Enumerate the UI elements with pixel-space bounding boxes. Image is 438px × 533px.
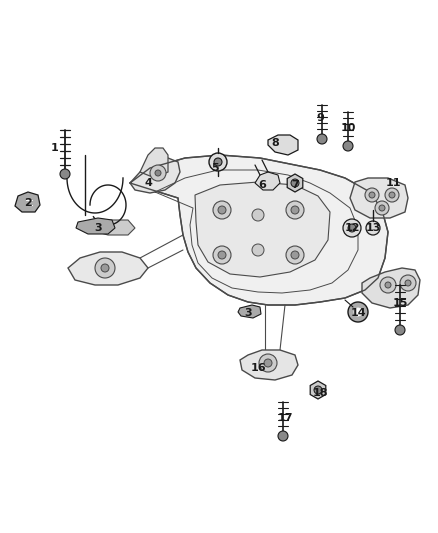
Circle shape — [343, 141, 353, 151]
Circle shape — [317, 134, 327, 144]
Text: 3: 3 — [244, 308, 252, 318]
Circle shape — [375, 201, 389, 215]
Text: 13: 13 — [365, 223, 381, 233]
Circle shape — [213, 246, 231, 264]
Circle shape — [95, 258, 115, 278]
Circle shape — [291, 251, 299, 259]
Polygon shape — [287, 174, 303, 192]
Circle shape — [400, 275, 416, 291]
Polygon shape — [76, 218, 115, 234]
Text: 14: 14 — [350, 308, 366, 318]
Circle shape — [155, 170, 161, 176]
Text: 3: 3 — [94, 223, 102, 233]
Polygon shape — [90, 220, 135, 235]
Circle shape — [278, 431, 288, 441]
Circle shape — [264, 359, 272, 367]
Text: 9: 9 — [316, 113, 324, 123]
Circle shape — [209, 153, 227, 171]
Circle shape — [252, 209, 264, 221]
Text: 6: 6 — [258, 180, 266, 190]
Circle shape — [348, 302, 368, 322]
Circle shape — [101, 264, 109, 272]
Text: 16: 16 — [250, 363, 266, 373]
Circle shape — [366, 221, 380, 235]
Circle shape — [259, 354, 277, 372]
Circle shape — [218, 206, 226, 214]
Circle shape — [369, 192, 375, 198]
Polygon shape — [130, 158, 180, 193]
Text: 17: 17 — [277, 413, 293, 423]
Circle shape — [380, 277, 396, 293]
Polygon shape — [268, 135, 298, 155]
Text: 10: 10 — [340, 123, 356, 133]
Circle shape — [286, 246, 304, 264]
Circle shape — [150, 165, 166, 181]
Circle shape — [385, 188, 399, 202]
Polygon shape — [255, 172, 280, 190]
Text: 15: 15 — [392, 298, 408, 308]
Circle shape — [286, 201, 304, 219]
Text: 7: 7 — [291, 180, 299, 190]
Polygon shape — [195, 182, 330, 277]
Polygon shape — [68, 252, 148, 285]
Circle shape — [405, 280, 411, 286]
Text: 1: 1 — [51, 143, 59, 153]
Polygon shape — [362, 268, 420, 308]
Circle shape — [385, 282, 391, 288]
Polygon shape — [140, 148, 168, 178]
Polygon shape — [240, 350, 298, 380]
Circle shape — [252, 244, 264, 256]
Text: 12: 12 — [344, 223, 360, 233]
Polygon shape — [238, 305, 261, 318]
Circle shape — [218, 251, 226, 259]
Text: 4: 4 — [144, 178, 152, 188]
Circle shape — [291, 179, 299, 187]
Text: 2: 2 — [24, 198, 32, 208]
Text: 11: 11 — [385, 178, 401, 188]
Circle shape — [365, 188, 379, 202]
Circle shape — [379, 205, 385, 211]
Polygon shape — [310, 381, 326, 399]
Circle shape — [60, 169, 70, 179]
Circle shape — [291, 206, 299, 214]
Circle shape — [389, 192, 395, 198]
Text: 8: 8 — [271, 138, 279, 148]
Circle shape — [395, 325, 405, 335]
Polygon shape — [130, 155, 388, 305]
Polygon shape — [15, 192, 40, 212]
Text: 18: 18 — [312, 388, 328, 398]
Text: 5: 5 — [211, 163, 219, 173]
Circle shape — [354, 308, 362, 316]
Circle shape — [314, 386, 322, 394]
Polygon shape — [350, 178, 408, 218]
Circle shape — [214, 158, 222, 166]
Circle shape — [343, 219, 361, 237]
Circle shape — [348, 224, 356, 232]
Circle shape — [213, 201, 231, 219]
